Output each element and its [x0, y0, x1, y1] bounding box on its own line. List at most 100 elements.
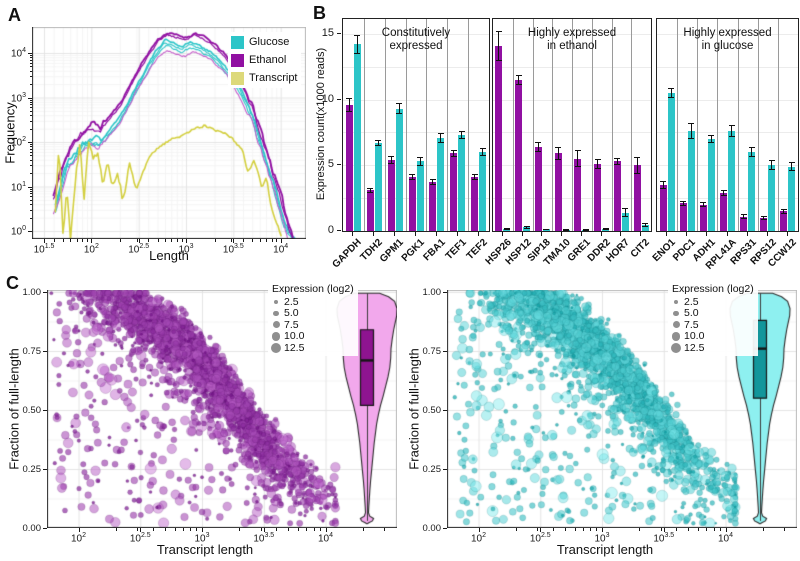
error-bar-cap [543, 229, 550, 231]
error-bar-cap [700, 206, 707, 208]
error-bar-cap [450, 156, 457, 158]
panel-a-y-minor-tick [29, 204, 32, 206]
panel-a-y-tick [28, 53, 32, 54]
panel-b-x-tick [666, 231, 668, 236]
bar [740, 216, 748, 231]
panel-a-y-minor-tick [29, 76, 32, 78]
panel-b-separator [447, 19, 449, 231]
error-bar [348, 98, 350, 112]
x-tick [202, 528, 203, 532]
error-bar-cap [375, 145, 382, 147]
panel-c-label: C [6, 273, 19, 293]
bar [479, 152, 487, 231]
error-bar-cap [563, 228, 570, 230]
x-minor-tick [762, 528, 764, 531]
error-bar [506, 228, 508, 230]
error-bar-cap [458, 130, 465, 132]
panel-a-x-minor-tick [119, 239, 121, 242]
error-bar-cap [748, 156, 755, 158]
panel-a-y-minor-tick [29, 84, 32, 86]
error-bar-cap [780, 212, 787, 214]
x-minor-tick [676, 528, 678, 531]
size-dot-icon [273, 310, 279, 316]
panel-a-legend: Glucose Ethanol Transcript [228, 32, 301, 88]
error-bar-cap [563, 229, 570, 231]
x-tick-label: 102.5 [129, 532, 151, 545]
bar [471, 177, 479, 231]
error-bar-cap [788, 170, 795, 171]
panel-a-x-minor-tick [259, 239, 261, 242]
error-bar-cap [760, 216, 767, 218]
panel-a-x-minor-tick [148, 239, 150, 242]
panel-a-y-minor-tick [29, 159, 32, 161]
error-bar-cap [495, 59, 502, 61]
error-bar-cap [479, 154, 486, 156]
error-bar-cap [523, 227, 530, 229]
panel-a-y-minor-tick [29, 209, 32, 211]
error-bar [702, 202, 704, 207]
error-bar-cap [479, 148, 486, 150]
panel-a-y-minor-tick [29, 188, 32, 190]
panel-b-separator [532, 19, 534, 231]
error-bar [763, 216, 765, 220]
panel-c-right-x-axis-title: Transcript length [556, 542, 654, 557]
error-bar-cap [680, 204, 687, 206]
x-minor-tick [239, 528, 241, 531]
panel-a-y-minor-tick [29, 165, 32, 167]
panel-a-y-minor-tick [29, 70, 32, 72]
bar [760, 217, 768, 231]
panel-a-y-minor-tick [29, 148, 32, 150]
panel-b-label: B [313, 3, 326, 23]
legend-item-label: 12.5 [684, 341, 705, 354]
panel-b-facet: Constitutively expressed [342, 18, 490, 232]
legend-dot-wrap [271, 332, 284, 341]
panel-b-gridline [343, 132, 489, 134]
bar [387, 160, 395, 231]
x-minor-tick [552, 528, 554, 531]
error-bar [369, 188, 371, 193]
panel-c-left-y-axis-title: Fraction of full-length [6, 348, 22, 470]
x-minor-tick [639, 528, 641, 531]
error-bar [537, 142, 539, 152]
bar [353, 44, 361, 231]
legend-title: Expression (log2) [272, 283, 354, 295]
error-bar-cap [346, 97, 353, 99]
legend-dot-wrap [271, 342, 284, 353]
error-bar [356, 35, 358, 54]
panel-a-y-tick-label: 101 [10, 180, 26, 193]
error-bar [390, 156, 392, 164]
bar [554, 153, 562, 231]
y-tick [443, 469, 447, 470]
error-bar [398, 103, 400, 114]
panel-b-x-tick [435, 231, 437, 236]
error-bar-cap [748, 146, 755, 148]
error-bar-cap [523, 225, 530, 227]
panel-a-x-axis-title: Length [149, 248, 189, 263]
x-tick-label: 102 [470, 532, 487, 545]
x-minor-tick [276, 528, 278, 531]
size-dot-icon [673, 310, 679, 316]
panel-c-left-legend: Expression (log2) 2.5 5.0 7.5 10.0 12.5 [268, 281, 358, 356]
panel-b-separator [468, 19, 470, 231]
panel-b-x-tick [456, 231, 458, 236]
x-minor-tick [298, 528, 300, 531]
x-minor-tick [313, 528, 315, 531]
error-bar-cap [503, 229, 510, 231]
error-bar-cap [346, 110, 353, 112]
panel-b-separator [777, 19, 779, 231]
x-minor-tick [706, 528, 708, 531]
error-bar [624, 208, 626, 217]
x-minor-tick [596, 528, 598, 531]
panel-a-y-tick-label: 100 [10, 225, 26, 238]
x-minor-tick [515, 528, 517, 531]
error-bar-cap [388, 163, 395, 165]
error-bar-cap [417, 164, 423, 166]
legend-item-label: 2.5 [284, 295, 299, 308]
panel-b-gridline [657, 33, 798, 35]
panel-a-y-minor-tick [29, 193, 32, 195]
error-bar-cap [437, 141, 444, 143]
x-tick-label: 103.5 [653, 532, 675, 545]
bar [374, 142, 382, 231]
facet-title: Constitutively expressed [381, 27, 451, 52]
panel-b-separator [572, 19, 573, 231]
